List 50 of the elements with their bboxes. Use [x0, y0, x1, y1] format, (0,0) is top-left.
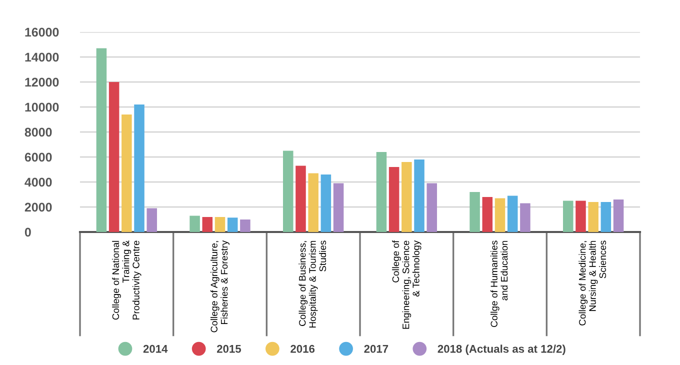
y-tick-label: 4000: [24, 178, 52, 187]
x-tick-label: College of National Training & Productivity Centre: [112, 240, 142, 320]
y-tick-label: 16000: [25, 28, 59, 37]
bar: [283, 150, 294, 232]
bar: [333, 183, 344, 232]
bar: [227, 218, 238, 232]
bar: [388, 167, 400, 232]
y-tick-label: 14000: [25, 52, 59, 62]
legend-label: 2016: [290, 344, 315, 353]
bar: [190, 216, 200, 232]
bar: [402, 162, 412, 232]
bar: [134, 104, 144, 232]
bar: [214, 217, 226, 232]
bar: [376, 152, 387, 232]
x-tick-label: College of Agriculture, Fisheries & Forestry: [210, 240, 230, 332]
bar: [146, 208, 157, 232]
bar: [122, 114, 132, 232]
legend-label: 2015: [217, 344, 242, 353]
x-tick-label: College of Engineering, Science & Technology: [392, 240, 422, 329]
bar: [426, 183, 437, 232]
bar: [507, 196, 518, 232]
bar: [296, 166, 306, 232]
bar: [320, 174, 332, 232]
bar: [470, 192, 480, 232]
legend-label: 2014: [143, 344, 168, 353]
bar: [494, 198, 506, 232]
y-tick-label: 10000: [25, 102, 59, 112]
bar: [202, 217, 213, 232]
bar: [613, 200, 624, 232]
legend-label: 2017: [364, 344, 388, 353]
bar: [240, 220, 250, 232]
bar: [414, 160, 424, 232]
bar: [96, 48, 107, 232]
x-tick-label: College of Business, Hospitality & Tourism Studies: [298, 240, 326, 328]
bar: [563, 200, 574, 232]
y-tick-label: 0: [24, 228, 31, 237]
x-tick-label: Collge of Humanities and Education: [490, 240, 508, 327]
legend-label: 2018 (Actuals as at 12/2): [438, 344, 566, 355]
bar: [576, 200, 586, 232]
bar: [600, 202, 612, 232]
y-tick-label: 8000: [24, 128, 52, 137]
bar: [588, 202, 598, 232]
x-tick-label: College of Medicine, Nursing & Health Sciences: [578, 240, 606, 326]
y-tick-label: 6000: [24, 152, 52, 162]
bar: [520, 203, 530, 232]
bar: [108, 82, 120, 232]
bar: [308, 173, 318, 232]
y-tick-label: 12000: [25, 78, 59, 87]
y-tick-label: 2000: [24, 202, 52, 212]
bar: [482, 197, 493, 232]
